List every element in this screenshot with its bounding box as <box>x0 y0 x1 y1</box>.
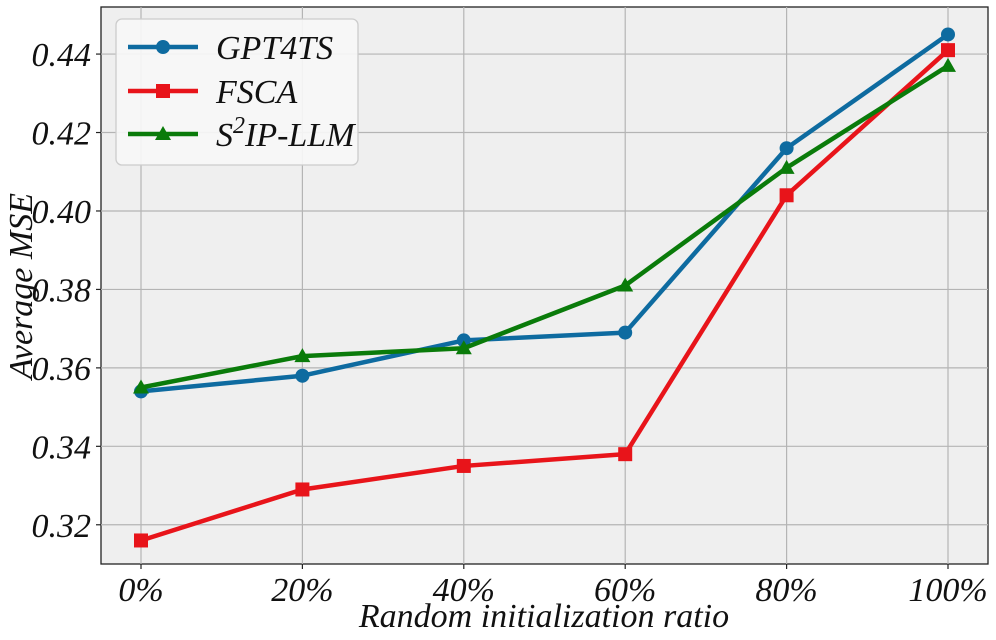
x-tick-label: 100% <box>908 572 987 609</box>
legend-label-s2ip-llm-sup: 2 <box>233 113 245 139</box>
data-point-gpt4ts <box>941 27 955 42</box>
data-point-s2ip-llm <box>617 277 634 292</box>
y-axis-ticks: 0.32 0.34 0.36 0.38 0.40 0.42 0.44 <box>32 37 101 545</box>
x-tick-label: 0% <box>118 572 163 609</box>
legend-label-s2ip-llm-base: S <box>216 117 233 154</box>
legend-label-s2ip-llm: S2IP-LLM <box>216 113 356 154</box>
y-tick-label: 0.36 <box>32 351 92 388</box>
series-fsca <box>134 43 955 548</box>
data-point-fsca <box>941 43 955 58</box>
legend-label-s2ip-llm-rest: IP-LLM <box>244 117 356 154</box>
y-axis-title: Average MSE <box>3 193 40 381</box>
y-tick-label: 0.38 <box>32 272 92 309</box>
data-point-fsca <box>618 447 633 462</box>
series-line-gpt4ts <box>138 32 951 394</box>
data-point-gpt4ts <box>295 368 310 383</box>
legend-marker-s2ip-llm <box>155 126 171 140</box>
data-point-fsca <box>134 533 148 548</box>
x-axis-title: Random initialization ratio <box>358 598 729 635</box>
data-point-fsca <box>456 458 471 473</box>
y-tick-label: 0.34 <box>32 429 92 466</box>
legend-label-gpt4ts: GPT4TS <box>216 30 333 67</box>
x-tick-label: 80% <box>755 572 817 609</box>
data-point-s2ip-llm <box>294 348 311 363</box>
legend-box <box>115 18 359 166</box>
y-tick-label: 0.44 <box>32 37 92 74</box>
y-tick-label: 0.32 <box>32 508 92 545</box>
series-line-fsca <box>138 47 951 543</box>
data-point-s2ip-llm <box>133 379 149 394</box>
x-tick-label: 40% <box>433 572 495 609</box>
data-point-fsca <box>779 188 794 203</box>
series-s2ip-llm <box>133 57 956 394</box>
x-tick-label: 60% <box>594 572 656 609</box>
x-tick-label: 20% <box>271 572 333 609</box>
data-point-fsca <box>295 482 310 497</box>
legend-label-fsca: FSCA <box>215 74 297 111</box>
y-tick-label: 0.40 <box>32 194 92 231</box>
y-tick-label: 0.42 <box>32 116 92 153</box>
data-point-gpt4ts <box>779 141 794 156</box>
data-point-s2ip-llm <box>940 57 956 72</box>
legend-marker-fsca <box>156 84 170 98</box>
series-line-s2ip-llm <box>138 63 951 390</box>
legend-marker-gpt4ts <box>156 40 170 54</box>
x-axis-ticks: 0% 20% 40% 60% 80% 100% <box>118 564 988 609</box>
series-lines <box>133 27 956 548</box>
data-point-gpt4ts <box>618 325 633 340</box>
data-point-s2ip-llm <box>778 159 795 174</box>
data-point-s2ip-llm <box>455 340 472 355</box>
legend: GPT4TS FSCA S2IP-LLM <box>115 18 359 166</box>
